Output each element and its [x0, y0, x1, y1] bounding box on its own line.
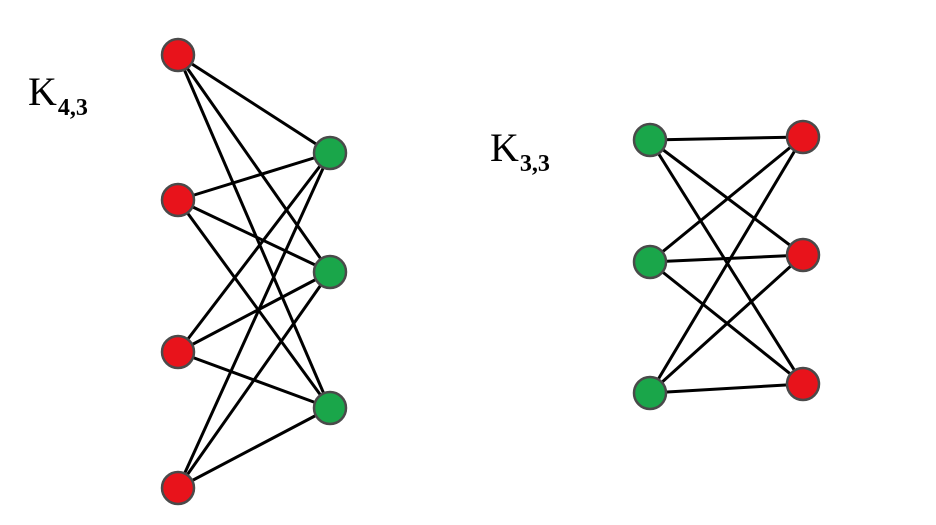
k33-vertex-left-1	[632, 122, 668, 158]
k43-vertex-right-3	[312, 390, 348, 426]
k43-edge-l2-r1	[177, 151, 331, 202]
k33-vertex-right-2	[785, 237, 821, 273]
graph-k33-label-main: K	[490, 125, 519, 170]
k33-vertex-left-3	[632, 375, 668, 411]
k33-edge-l3-r2	[648, 253, 805, 395]
graph-k43	[160, 37, 348, 506]
graph-k33-label-subscript: 3,3	[519, 151, 550, 177]
k33-vertex-right-3	[785, 366, 821, 402]
k43-edge-l1-r2	[176, 54, 332, 273]
k43-edge-l4-r2	[176, 271, 332, 489]
graph-k43-label-main: K	[28, 69, 57, 114]
graph-k33-label: K3,3	[490, 125, 550, 177]
k33-edge-l2-r1	[649, 135, 804, 264]
k43-vertex-left-1	[160, 37, 196, 73]
k43-vertex-left-2	[160, 182, 196, 218]
graph-k33-vertices	[632, 119, 821, 411]
k33-edge-l2-r2	[649, 253, 804, 264]
k33-edge-l3-r1	[648, 136, 805, 394]
graph-k43-vertices	[160, 37, 348, 506]
k43-vertex-left-4	[160, 470, 196, 506]
k43-edge-l4-r1	[176, 152, 332, 489]
k43-edge-l4-r3	[177, 406, 331, 490]
graph-k43-label: K4,3	[28, 69, 88, 121]
k33-vertex-right-1	[785, 119, 821, 155]
k33-vertex-left-2	[632, 244, 668, 280]
graph-k33	[632, 119, 821, 411]
k43-vertex-left-3	[160, 334, 196, 370]
k33-edge-l1-r2	[649, 138, 804, 257]
k33-edge-l1-r3	[648, 139, 805, 385]
k43-edge-l1-r1	[177, 53, 331, 155]
k33-edge-l3-r3	[649, 382, 804, 395]
k43-edge-l2-r2	[177, 198, 331, 274]
k43-edge-l1-r3	[176, 54, 332, 409]
k43-edge-l3-r2	[177, 270, 331, 354]
k43-edge-l3-r1	[176, 152, 332, 353]
graph-k43-label-subscript: 4,3	[57, 95, 88, 121]
k43-vertex-right-2	[312, 254, 348, 290]
graph-k33-edges	[648, 135, 805, 395]
k43-edge-l2-r3	[176, 199, 332, 409]
k43-vertex-right-1	[312, 135, 348, 171]
k33-edge-l1-r1	[649, 135, 804, 142]
graph-k43-edges	[176, 53, 332, 490]
